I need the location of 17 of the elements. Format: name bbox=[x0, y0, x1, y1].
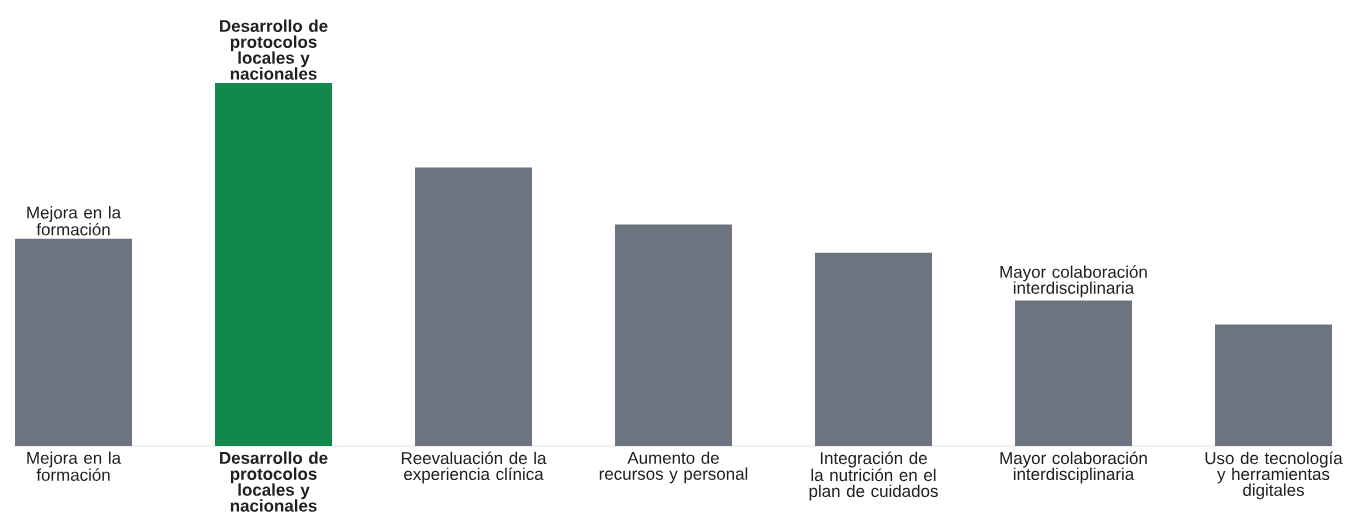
bar bbox=[415, 167, 533, 446]
annotation: Mejora en la formación bbox=[27, 206, 122, 236]
x-tick-label: Integración de la nutrición en el plan de cuidados bbox=[809, 451, 938, 501]
bar bbox=[1014, 300, 1132, 446]
x-tick-label: Uso de tecnología y herramientas digitales bbox=[1205, 451, 1343, 500]
x-tick-label: Desarrollo de protocolos locales y nacionales bbox=[220, 451, 328, 512]
bar bbox=[1214, 324, 1332, 446]
bar bbox=[215, 82, 333, 446]
annotation: Desarrollo de protocolos locales y nacionales bbox=[220, 19, 328, 80]
bar bbox=[815, 252, 932, 446]
x-tick-label: Reevaluación de la experiencia clínica bbox=[401, 451, 547, 484]
annotation: Mayor colaboración interdisciplinaria bbox=[1000, 265, 1147, 298]
x-tick-label: Mayor colaboración interdisciplinaria bbox=[1000, 451, 1147, 484]
bar bbox=[615, 224, 732, 446]
bar bbox=[15, 238, 133, 446]
x-tick-label: Mejora en la formación bbox=[27, 451, 122, 481]
x-tick-label: Aumento de recursos y personal bbox=[599, 451, 748, 484]
